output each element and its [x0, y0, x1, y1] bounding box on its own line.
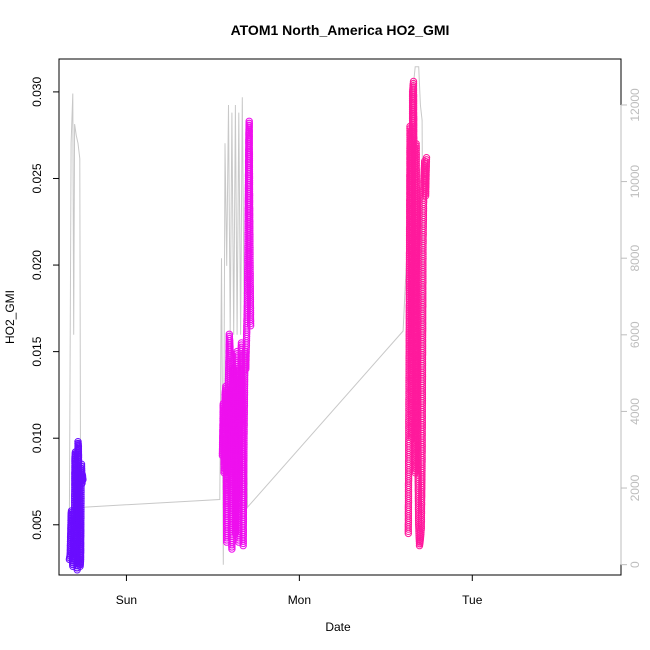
x-tick-label: Sun: [116, 593, 137, 607]
y-tick-label: 0.005: [30, 509, 44, 539]
x-axis: Sun Mon Tue: [116, 574, 483, 607]
x-axis-label: Date: [325, 620, 351, 634]
data-point: [246, 322, 255, 330]
y-tick-label: 0.020: [30, 250, 44, 280]
data-point: [422, 154, 431, 162]
y-tick-label: 0.030: [30, 77, 44, 107]
y2-tick-label: 4000: [628, 398, 642, 425]
y2-tick-label: 2000: [628, 474, 642, 501]
x-tick-label: Mon: [288, 593, 311, 607]
y-axis: 0.005 0.010 0.015 0.020 0.025 0.030: [30, 77, 60, 540]
scatter-points: [65, 77, 431, 574]
data-point: [79, 476, 87, 484]
y2-tick-label: 0: [628, 561, 642, 568]
y2-tick-label: 10000: [628, 165, 642, 199]
x-tick-label: Tue: [462, 593, 483, 607]
y2-tick-label: 8000: [628, 245, 642, 272]
data-point: [422, 158, 431, 166]
data-point: [246, 319, 255, 328]
secondary-y-axis: 0 2000 4000 6000 8000 10000 12000: [620, 88, 642, 568]
chart-title: ATOM1 North_America HO2_GMI: [231, 22, 450, 38]
y-axis-label: HO2_GMI: [3, 290, 17, 344]
y-tick-label: 0.015: [30, 336, 44, 366]
y2-tick-label: 6000: [628, 321, 642, 348]
y-tick-label: 0.025: [30, 163, 44, 193]
data-point: [422, 156, 431, 164]
y-tick-label: 0.010: [30, 423, 44, 453]
data-point: [246, 317, 255, 325]
y2-tick-label: 12000: [628, 88, 642, 122]
